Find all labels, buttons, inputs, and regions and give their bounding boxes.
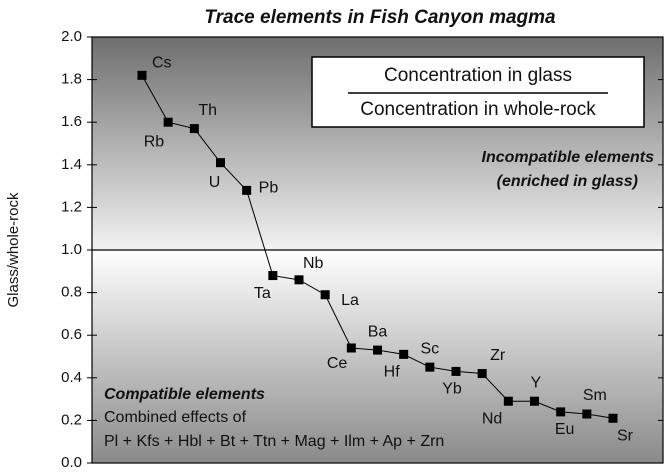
y-tick-label: 1.4 xyxy=(61,156,82,173)
y-tick-label: 2.0 xyxy=(61,28,82,45)
point xyxy=(320,290,330,300)
y-tick-label: 1.6 xyxy=(61,113,82,130)
point-label: Sc xyxy=(420,340,439,357)
point-label: Eu xyxy=(555,421,575,438)
plot: 0.0 0.2 0.4 0.6 0.8 1.0 1.2 1.4 1.6 1.8 2.0 Cs Rb Th U… xyxy=(61,28,664,471)
ratio-numerator: Concentration in glass xyxy=(384,65,572,86)
point-label: Y xyxy=(531,374,542,391)
point xyxy=(451,366,461,376)
point xyxy=(373,345,382,355)
y-tick-label: 0.6 xyxy=(61,326,82,343)
point xyxy=(477,369,487,379)
point xyxy=(608,413,618,423)
point xyxy=(216,158,225,168)
y-tick-label: 1.0 xyxy=(61,241,82,258)
point xyxy=(268,271,278,281)
point-label: Pb xyxy=(259,180,279,197)
point-label: Cs xyxy=(152,55,172,72)
point-label: Nb xyxy=(303,255,324,272)
annotation: Pl + Kfs + Hbl + Bt + Ttn + Mag + Ilm + … xyxy=(104,433,444,450)
ratio-denominator: Concentration in whole-rock xyxy=(360,99,596,120)
point xyxy=(163,117,173,127)
y-tick-label: 1.2 xyxy=(61,198,82,215)
point-label: Nd xyxy=(482,410,502,427)
point xyxy=(346,343,356,353)
y-tick-label: 1.8 xyxy=(61,71,82,88)
point xyxy=(530,396,539,406)
point-label: Ce xyxy=(327,355,348,372)
point xyxy=(556,407,566,417)
point-label: Sm xyxy=(583,387,607,404)
point-label: Sr xyxy=(617,427,634,444)
point xyxy=(294,275,304,285)
y-tick-label: 0.2 xyxy=(61,411,82,428)
y-tick-label: 0.0 xyxy=(61,454,82,471)
point xyxy=(242,185,252,195)
y-tick-label: 0.8 xyxy=(61,284,82,301)
y-tick-label: 0.4 xyxy=(61,369,82,386)
point-label: La xyxy=(341,292,359,309)
annotation: (enriched in glass) xyxy=(497,173,638,190)
point xyxy=(137,70,147,80)
point-label: Yb xyxy=(442,381,462,398)
point xyxy=(189,124,199,134)
lower-region xyxy=(92,250,663,463)
point-label: Zr xyxy=(490,347,506,364)
point xyxy=(503,396,513,406)
point-label: Th xyxy=(198,102,217,119)
point-label: Ba xyxy=(368,323,388,340)
point-label: Ta xyxy=(254,285,271,302)
ratio-box xyxy=(311,56,645,128)
point xyxy=(582,409,592,419)
y-axis-label: Glass/whole-rock xyxy=(5,192,22,308)
point-label: Hf xyxy=(384,364,401,381)
point-label: U xyxy=(209,174,221,191)
annotation: Incompatible elements xyxy=(482,149,655,166)
point-label: Rb xyxy=(144,133,165,150)
point xyxy=(399,349,409,359)
annotation: Combined effects of xyxy=(104,409,247,426)
chart-title: Trace elements in Fish Canyon magma xyxy=(204,7,556,28)
point xyxy=(425,362,435,372)
annotation: Compatible elements xyxy=(104,386,265,403)
